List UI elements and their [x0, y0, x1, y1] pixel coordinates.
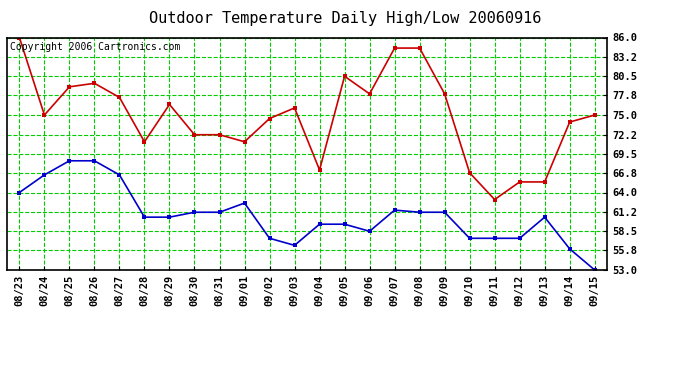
Text: Outdoor Temperature Daily High/Low 20060916: Outdoor Temperature Daily High/Low 20060…	[149, 11, 541, 26]
Text: Copyright 2006 Cartronics.com: Copyright 2006 Cartronics.com	[10, 42, 180, 52]
